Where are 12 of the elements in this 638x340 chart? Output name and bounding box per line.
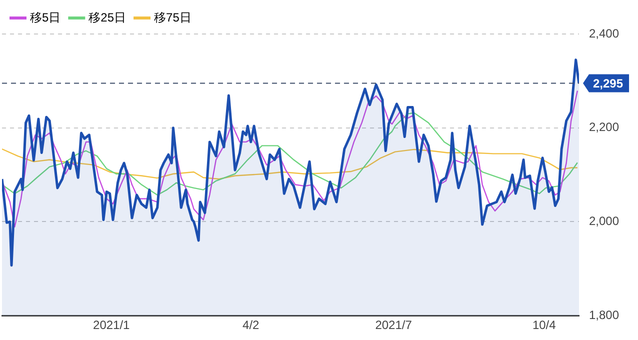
x-tick-label: 2021/1 — [93, 318, 130, 332]
y-tick-label: 2,200 — [589, 120, 620, 134]
x-tick-label: 10/4 — [532, 318, 556, 332]
legend-label: 移75日 — [154, 10, 192, 24]
x-tick-label: 4/2 — [242, 318, 260, 332]
y-tick-label: 2,000 — [589, 214, 620, 228]
legend-label: 移25日 — [88, 10, 126, 24]
ref-line-label: 2,295 — [593, 76, 624, 91]
x-tick-label: 2021/7 — [375, 318, 412, 332]
y-tick-label: 2,400 — [589, 26, 620, 40]
y-tick-label: 1,800 — [589, 308, 620, 322]
legend-label: 移5日 — [30, 10, 61, 24]
